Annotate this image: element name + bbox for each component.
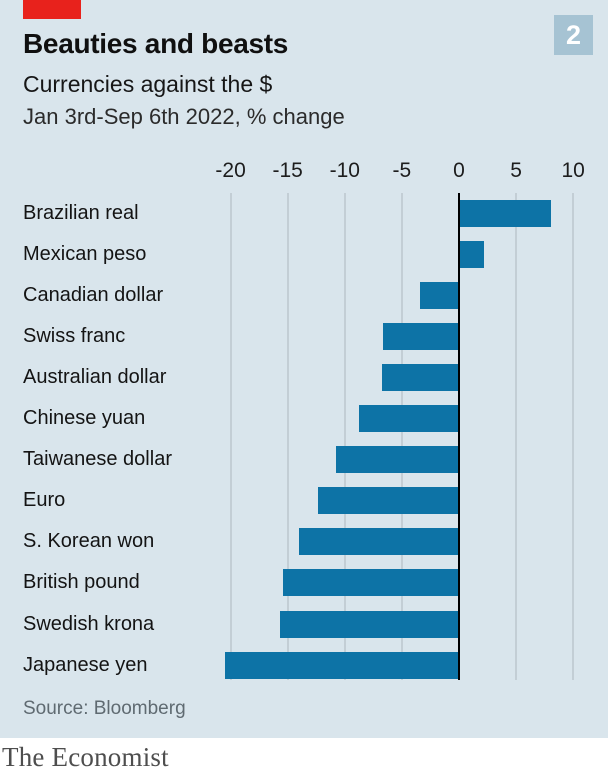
grid-line xyxy=(286,193,289,680)
source-note: Source: Bloomberg xyxy=(23,698,186,719)
bar-canadian-dollar xyxy=(420,282,458,309)
category-label: S. Korean won xyxy=(23,530,155,552)
bar-chart-plot: -20 -15 -10 -5 0 5 10 Brazilian real Mexican pes… xyxy=(23,159,585,680)
category-label: Japanese yen xyxy=(23,654,148,676)
category-label: Australian dollar xyxy=(23,366,167,388)
bar-japanese-yen xyxy=(225,652,458,679)
category-label: British pound xyxy=(23,571,140,593)
bar-swedish-krona xyxy=(279,611,458,638)
bar-swiss-franc xyxy=(382,323,458,350)
chart-period-note: Jan 3rd-Sep 6th 2022, % change xyxy=(23,104,345,129)
x-tick-label: -20 xyxy=(215,159,246,182)
category-label: Mexican peso xyxy=(23,243,147,265)
category-label: Euro xyxy=(23,489,66,511)
bar-chinese-yuan xyxy=(358,405,458,432)
bar-australian-dollar xyxy=(381,364,458,391)
grid-line xyxy=(343,193,346,680)
category-label: Canadian dollar xyxy=(23,284,164,306)
bar-s-korean-won xyxy=(299,528,458,555)
economist-red-tab xyxy=(23,0,81,19)
grid-line xyxy=(572,193,575,680)
chart-title: Beauties and beasts xyxy=(23,28,289,59)
x-tick-label: 5 xyxy=(510,159,522,182)
chart-subtitle: Currencies against the $ xyxy=(23,71,273,97)
x-tick-label: -10 xyxy=(329,159,360,182)
zero-axis-line xyxy=(458,193,460,680)
category-label: Swiss franc xyxy=(23,325,126,347)
bar-british-pound xyxy=(283,569,458,596)
x-tick-label: 0 xyxy=(453,159,465,182)
bar-euro xyxy=(317,487,458,514)
grid-line xyxy=(515,193,518,680)
bar-taiwanese-dollar xyxy=(335,446,458,473)
x-tick-label: 10 xyxy=(561,159,585,182)
bar-brazilian-real xyxy=(460,200,552,227)
bar-mexican-peso xyxy=(460,241,484,268)
x-tick-label: -15 xyxy=(272,159,303,182)
category-label: Swedish krona xyxy=(23,613,155,635)
category-label: Chinese yuan xyxy=(23,407,146,429)
category-label: Taiwanese dollar xyxy=(23,448,172,470)
grid-line xyxy=(400,193,403,680)
economist-wordmark: The Economist xyxy=(2,742,169,772)
grid-line xyxy=(229,193,232,680)
category-label: Brazilian real xyxy=(23,202,139,224)
x-tick-label: -5 xyxy=(392,159,412,182)
figure-number-badge: 2 xyxy=(554,15,593,55)
